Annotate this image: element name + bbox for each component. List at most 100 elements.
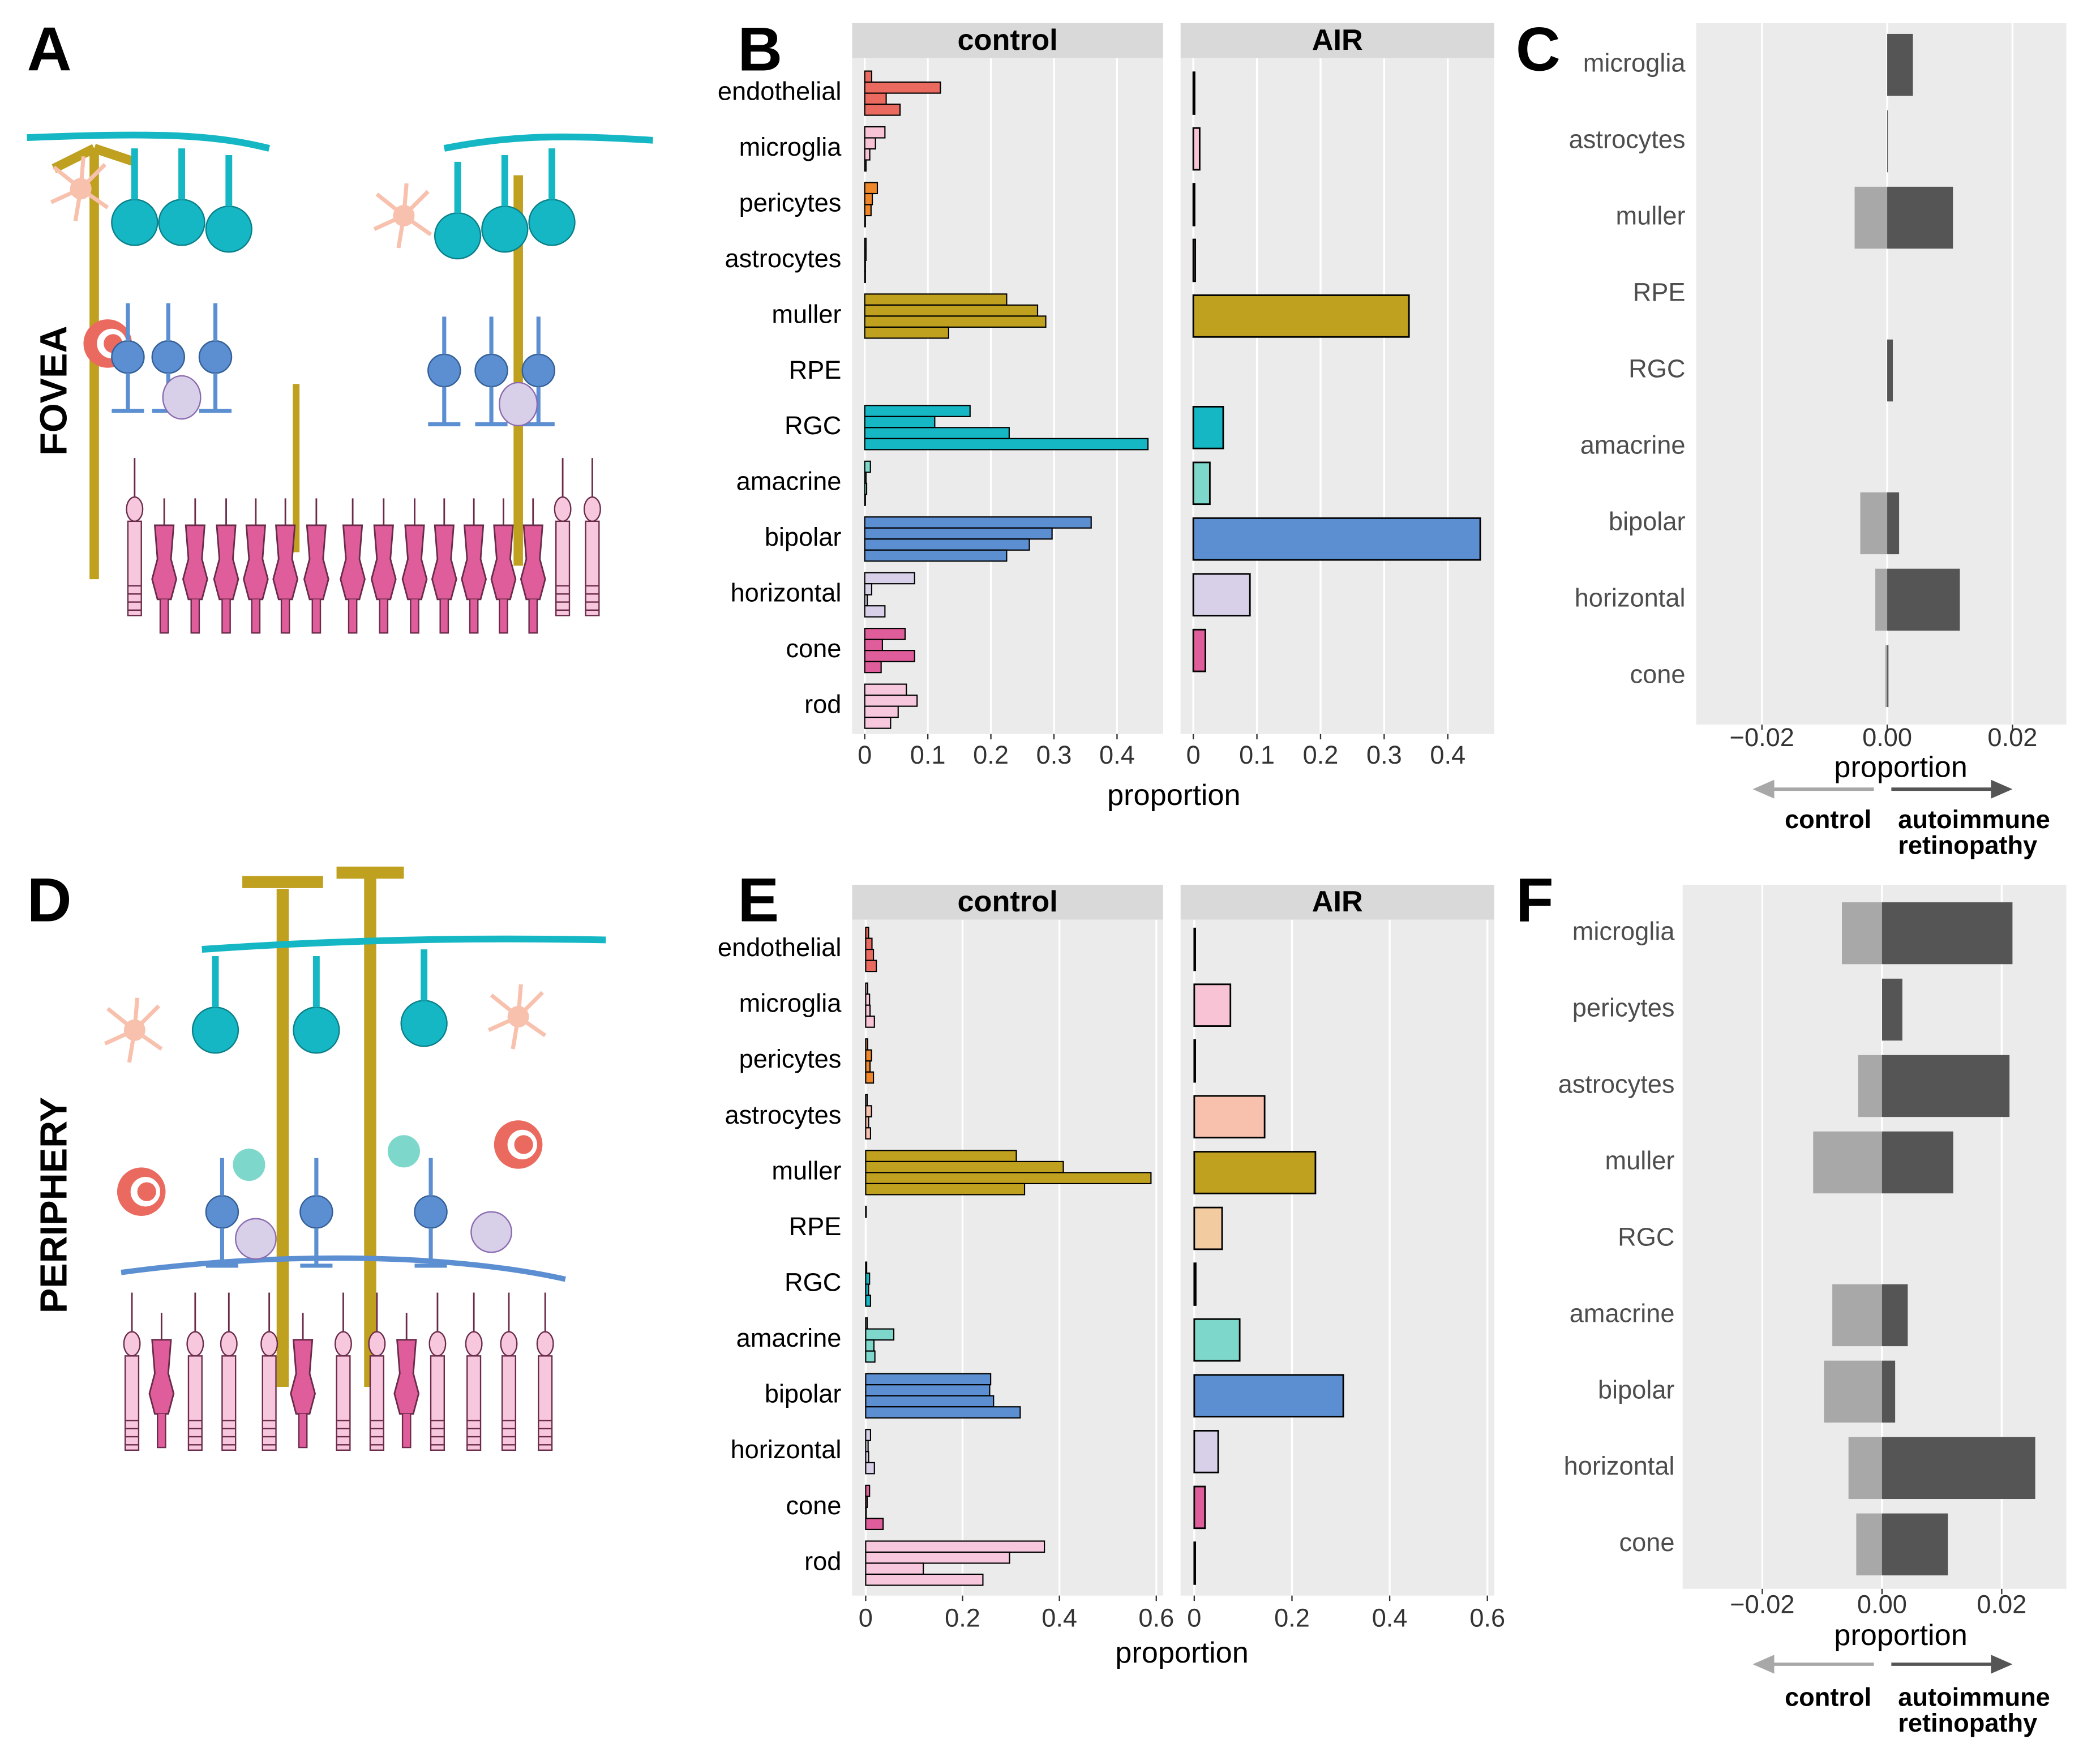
muller-cell (242, 866, 404, 1387)
dendrites (121, 1255, 566, 1282)
x-tick-label: 0.4 (1430, 740, 1465, 769)
bar (865, 1105, 872, 1117)
bar (1854, 186, 1888, 249)
rod-cell (123, 1292, 141, 1451)
y-tick-label: muller (1605, 1146, 1674, 1175)
bar (1824, 1360, 1882, 1423)
bar (864, 326, 949, 339)
bar (864, 148, 871, 161)
cone-cell (401, 497, 428, 634)
y-tick-label: pericytes (739, 1044, 842, 1073)
bar (865, 1049, 872, 1062)
horizontal-cell (234, 1218, 277, 1260)
bar (864, 92, 887, 105)
direction-label: control (1785, 1683, 1871, 1712)
amacrine-cell (233, 1149, 265, 1181)
bar (865, 1261, 868, 1274)
plot-background (1180, 919, 1494, 1596)
cone-cell (431, 497, 457, 634)
bar (1882, 1360, 1896, 1423)
bar (865, 1150, 1017, 1162)
microglia-cell (488, 984, 545, 1049)
bar (865, 1317, 868, 1330)
cone-cell (461, 497, 487, 634)
bar (1192, 127, 1201, 171)
bipolar-cell (199, 303, 232, 411)
y-tick-label: endothelial (718, 77, 842, 106)
x-tick-label: 0.00 (1857, 1590, 1907, 1619)
bar (864, 405, 971, 417)
bar (864, 605, 886, 618)
y-tick-label: rod (804, 690, 841, 719)
x-tick-label: 0.4 (1099, 740, 1135, 769)
pericyte-cell (117, 1167, 166, 1216)
panel-letter: F (1516, 866, 1554, 935)
bar (865, 1451, 869, 1463)
bar (1860, 492, 1888, 555)
horizontal-cell (162, 375, 202, 420)
cone-cell (370, 497, 397, 634)
bar (865, 1328, 895, 1341)
rod-cell (220, 1292, 238, 1451)
bar (1882, 978, 1902, 1041)
bar (865, 1429, 871, 1441)
y-tick-label: astrocytes (725, 1100, 842, 1129)
bar (1882, 902, 2013, 965)
bar (1193, 1374, 1344, 1418)
bar (864, 204, 872, 217)
bar (865, 1116, 869, 1129)
bar (865, 1016, 875, 1028)
bipolar-cell (414, 1158, 447, 1266)
y-tick-label: RGC (1628, 354, 1685, 383)
bar (1887, 33, 1913, 96)
bar (865, 1127, 871, 1140)
bar (1192, 406, 1224, 449)
bar (864, 237, 867, 250)
facet-title: control (957, 885, 1057, 918)
bar (1193, 1039, 1197, 1083)
direction-label: autoimmune (1898, 1683, 2050, 1712)
facet-strip (852, 884, 1163, 920)
bar (1887, 492, 1900, 555)
cone-cell (490, 497, 517, 634)
panel-letter: D (27, 866, 72, 935)
y-tick-label: astrocytes (1558, 1069, 1675, 1098)
x-tick-label: 0.6 (1138, 1603, 1174, 1632)
x-tick-label: 0.4 (1372, 1603, 1408, 1632)
bar (865, 1484, 871, 1497)
facet-strip (1180, 884, 1494, 920)
x-axis-title: proportion (1834, 1619, 1968, 1652)
x-axis-title: proportion (1115, 1637, 1249, 1669)
bar (864, 192, 873, 205)
y-tick-label: endothelial (718, 933, 842, 962)
y-tick-label: amacrine (736, 1323, 842, 1352)
bar (1193, 1430, 1219, 1473)
arrow-head (1991, 779, 2013, 799)
bar (864, 315, 1047, 328)
bar (864, 516, 1092, 529)
y-tick-label: amacrine (1570, 1299, 1675, 1327)
amacrine-cell (387, 1135, 420, 1168)
bar (864, 527, 1053, 540)
bar (864, 628, 906, 640)
rod-cell (260, 1292, 278, 1451)
bar (864, 137, 876, 150)
bar (865, 1183, 1026, 1196)
facet-title: control (957, 24, 1057, 57)
y-tick-label: bipolar (1609, 507, 1686, 536)
bar (865, 1373, 992, 1386)
bar (1193, 1262, 1197, 1306)
rod-cell (536, 1292, 554, 1451)
x-tick-label: 0.3 (1036, 740, 1072, 769)
fovea-illustration (27, 131, 653, 634)
bar (865, 1540, 1045, 1553)
bar (1192, 238, 1196, 282)
bar (1193, 1541, 1197, 1585)
plot-background (1180, 58, 1494, 734)
y-tick-label: amacrine (736, 467, 842, 496)
bar (1193, 1151, 1317, 1194)
bar (865, 1462, 875, 1475)
rod-cell (554, 457, 572, 616)
bar (1887, 110, 1888, 173)
